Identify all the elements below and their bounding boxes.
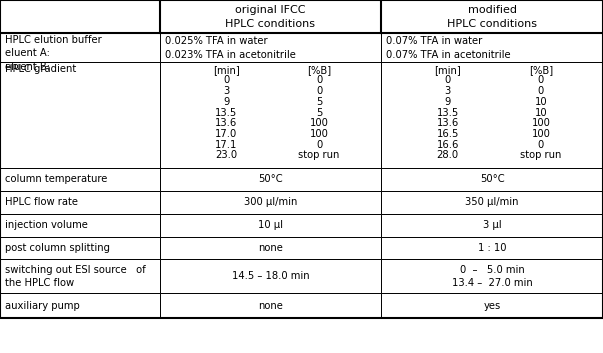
Text: injection volume: injection volume [5, 220, 87, 230]
Bar [160, 191, 381, 214]
Text: 5: 5 [316, 97, 323, 107]
Bar [0, 293, 160, 318]
Text: HPLC gradient: HPLC gradient [5, 64, 76, 74]
Text: 3: 3 [223, 86, 229, 96]
Bar [0, 237, 160, 259]
Bar [0, 214, 160, 237]
Text: 16.5: 16.5 [437, 129, 459, 139]
Text: none: none [258, 300, 283, 311]
Text: [%B]: [%B] [529, 65, 553, 74]
Text: 0: 0 [444, 75, 451, 85]
Text: none: none [258, 243, 283, 253]
Text: 9: 9 [444, 97, 451, 107]
Text: 13.6: 13.6 [215, 118, 238, 128]
Bar [160, 33, 381, 62]
Bar [381, 259, 603, 293]
Text: 100: 100 [531, 118, 551, 128]
Bar [0, 259, 160, 293]
Text: 17.1: 17.1 [215, 140, 238, 150]
Bar [160, 0, 381, 33]
Text: 0: 0 [538, 86, 544, 96]
Text: 13.5: 13.5 [215, 108, 238, 118]
Text: original IFCC
HPLC conditions: original IFCC HPLC conditions [226, 5, 315, 29]
Text: [%B]: [%B] [307, 65, 331, 74]
Text: post column splitting: post column splitting [5, 243, 110, 253]
Bar [0, 191, 160, 214]
Text: stop run: stop run [298, 150, 340, 161]
Text: 1 : 10: 1 : 10 [478, 243, 507, 253]
Text: 0.025% TFA in water
0.023% TFA in acetonitrile: 0.025% TFA in water 0.023% TFA in aceton… [165, 36, 295, 60]
Text: 13.6: 13.6 [437, 118, 459, 128]
Bar [160, 293, 381, 318]
Text: 100: 100 [310, 118, 329, 128]
Bar [381, 33, 603, 62]
Text: 10: 10 [534, 97, 547, 107]
Text: 28.0: 28.0 [437, 150, 459, 161]
Text: switching out ESI source   of
the HPLC flow: switching out ESI source of the HPLC flo… [5, 265, 145, 288]
Text: 16.6: 16.6 [437, 140, 459, 150]
Text: 9: 9 [223, 97, 229, 107]
Text: 14.5 – 18.0 min: 14.5 – 18.0 min [232, 271, 309, 281]
Text: yes: yes [484, 300, 500, 311]
Text: 0  –   5.0 min
13.4 –  27.0 min: 0 – 5.0 min 13.4 – 27.0 min [452, 265, 532, 288]
Text: HPLC flow rate: HPLC flow rate [5, 197, 78, 207]
Text: 100: 100 [310, 129, 329, 139]
Text: 13.5: 13.5 [437, 108, 459, 118]
Bar [381, 62, 603, 168]
Text: column temperature: column temperature [5, 174, 107, 184]
Text: 50°C: 50°C [258, 174, 283, 184]
Text: 10 μl: 10 μl [258, 220, 283, 230]
Text: 0: 0 [316, 140, 322, 150]
Text: 100: 100 [531, 129, 551, 139]
Text: HPLC elution buffer
eluent A:
eluent B:: HPLC elution buffer eluent A: eluent B: [5, 35, 101, 72]
Bar [381, 237, 603, 259]
Text: 0.07% TFA in water
0.07% TFA in acetonitrile: 0.07% TFA in water 0.07% TFA in acetonit… [386, 36, 511, 60]
Bar [0, 62, 160, 168]
Text: [min]: [min] [434, 65, 461, 74]
Text: 0: 0 [223, 75, 229, 85]
Text: 0: 0 [316, 75, 322, 85]
Text: 300 μl/min: 300 μl/min [244, 197, 297, 207]
Bar [160, 259, 381, 293]
Bar [160, 168, 381, 191]
Text: 0: 0 [538, 75, 544, 85]
Text: 10: 10 [534, 108, 547, 118]
Bar [160, 237, 381, 259]
Bar [160, 62, 381, 168]
Text: auxiliary pump: auxiliary pump [5, 300, 80, 311]
Bar [381, 168, 603, 191]
Text: 0: 0 [538, 140, 544, 150]
Bar [0, 33, 160, 62]
Text: [min]: [min] [213, 65, 239, 74]
Text: 3 μl: 3 μl [483, 220, 501, 230]
Bar [381, 191, 603, 214]
Bar [0, 168, 160, 191]
Bar [0, 0, 603, 318]
Bar [381, 0, 603, 33]
Text: 17.0: 17.0 [215, 129, 238, 139]
Text: modified
HPLC conditions: modified HPLC conditions [447, 5, 537, 29]
Text: 23.0: 23.0 [215, 150, 237, 161]
Text: 350 μl/min: 350 μl/min [466, 197, 519, 207]
Text: 0: 0 [316, 86, 322, 96]
Text: 3: 3 [444, 86, 451, 96]
Text: 5: 5 [316, 108, 323, 118]
Bar [160, 214, 381, 237]
Bar [0, 0, 160, 33]
Bar [381, 293, 603, 318]
Text: 50°C: 50°C [480, 174, 504, 184]
Bar [381, 214, 603, 237]
Text: stop run: stop run [520, 150, 561, 161]
